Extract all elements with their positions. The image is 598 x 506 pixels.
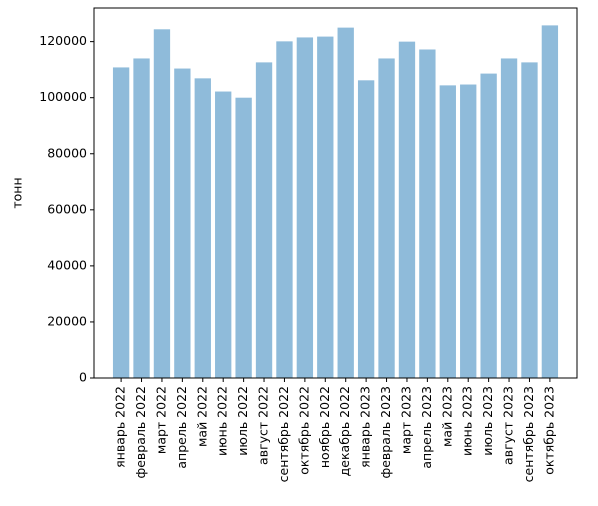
x-tick-label: январь 2022 [113, 386, 128, 468]
plot-frame [93, 7, 578, 379]
x-tick-label: декабрь 2022 [337, 386, 352, 476]
bar [215, 91, 232, 378]
x-tick-label: сентябрь 2022 [276, 386, 291, 482]
y-axis: 0 20000 40000 60000 80000 100000 120000 [39, 33, 94, 385]
bar [480, 73, 497, 378]
x-tick-label: июнь 2022 [215, 386, 230, 456]
y-axis-label: тонн [10, 177, 25, 208]
x-tick-label: октябрь 2022 [296, 386, 311, 475]
bar [460, 84, 477, 378]
bars-group [112, 25, 559, 379]
bar [541, 25, 559, 379]
y-tick-label: 100000 [39, 89, 87, 104]
x-tick-label: март 2023 [398, 386, 413, 454]
x-tick-label: июнь 2023 [460, 386, 475, 456]
y-tick-label: 0 [79, 370, 87, 385]
bar [153, 29, 171, 378]
y-tick-label: 120000 [39, 33, 87, 48]
bar [419, 49, 436, 378]
x-tick-label: январь 2023 [358, 386, 373, 468]
bar [521, 62, 538, 379]
y-tick-label: 20000 [47, 313, 87, 328]
x-tick-label: февраль 2022 [133, 386, 148, 478]
bar [235, 97, 252, 379]
x-tick-label: апрель 2023 [419, 386, 434, 469]
bar [317, 36, 334, 378]
y-tick-label: 60000 [47, 201, 87, 216]
bar [357, 80, 375, 379]
x-tick-label: март 2022 [153, 386, 168, 454]
y-tick-label: 40000 [47, 257, 87, 272]
bar [255, 62, 273, 379]
x-tick-label: октябрь 2023 [541, 386, 556, 475]
bar [500, 58, 518, 379]
bar [133, 58, 150, 379]
x-tick-label: февраль 2023 [378, 386, 393, 478]
bar [276, 41, 293, 379]
bar [398, 41, 416, 379]
x-tick-label: август 2023 [501, 386, 516, 465]
x-tick-label: июль 2022 [235, 386, 250, 456]
bar [337, 27, 354, 378]
bar [378, 58, 395, 379]
x-tick-label: август 2022 [256, 386, 271, 465]
bar [296, 37, 314, 378]
x-tick-label: апрель 2022 [174, 386, 189, 469]
x-tick-label: ноябрь 2022 [317, 386, 332, 468]
x-tick-label: май 2023 [439, 386, 454, 447]
x-tick-label: май 2022 [194, 386, 209, 447]
x-axis: январь 2022 февраль 2022 март 2022 апрель 2… [113, 378, 556, 482]
y-tick-label: 80000 [47, 145, 87, 160]
bar [174, 68, 191, 378]
x-tick-label: июль 2023 [480, 386, 495, 456]
bar [439, 85, 456, 378]
bar [112, 67, 130, 378]
x-tick-label: сентябрь 2023 [521, 386, 536, 482]
bar [194, 78, 211, 378]
